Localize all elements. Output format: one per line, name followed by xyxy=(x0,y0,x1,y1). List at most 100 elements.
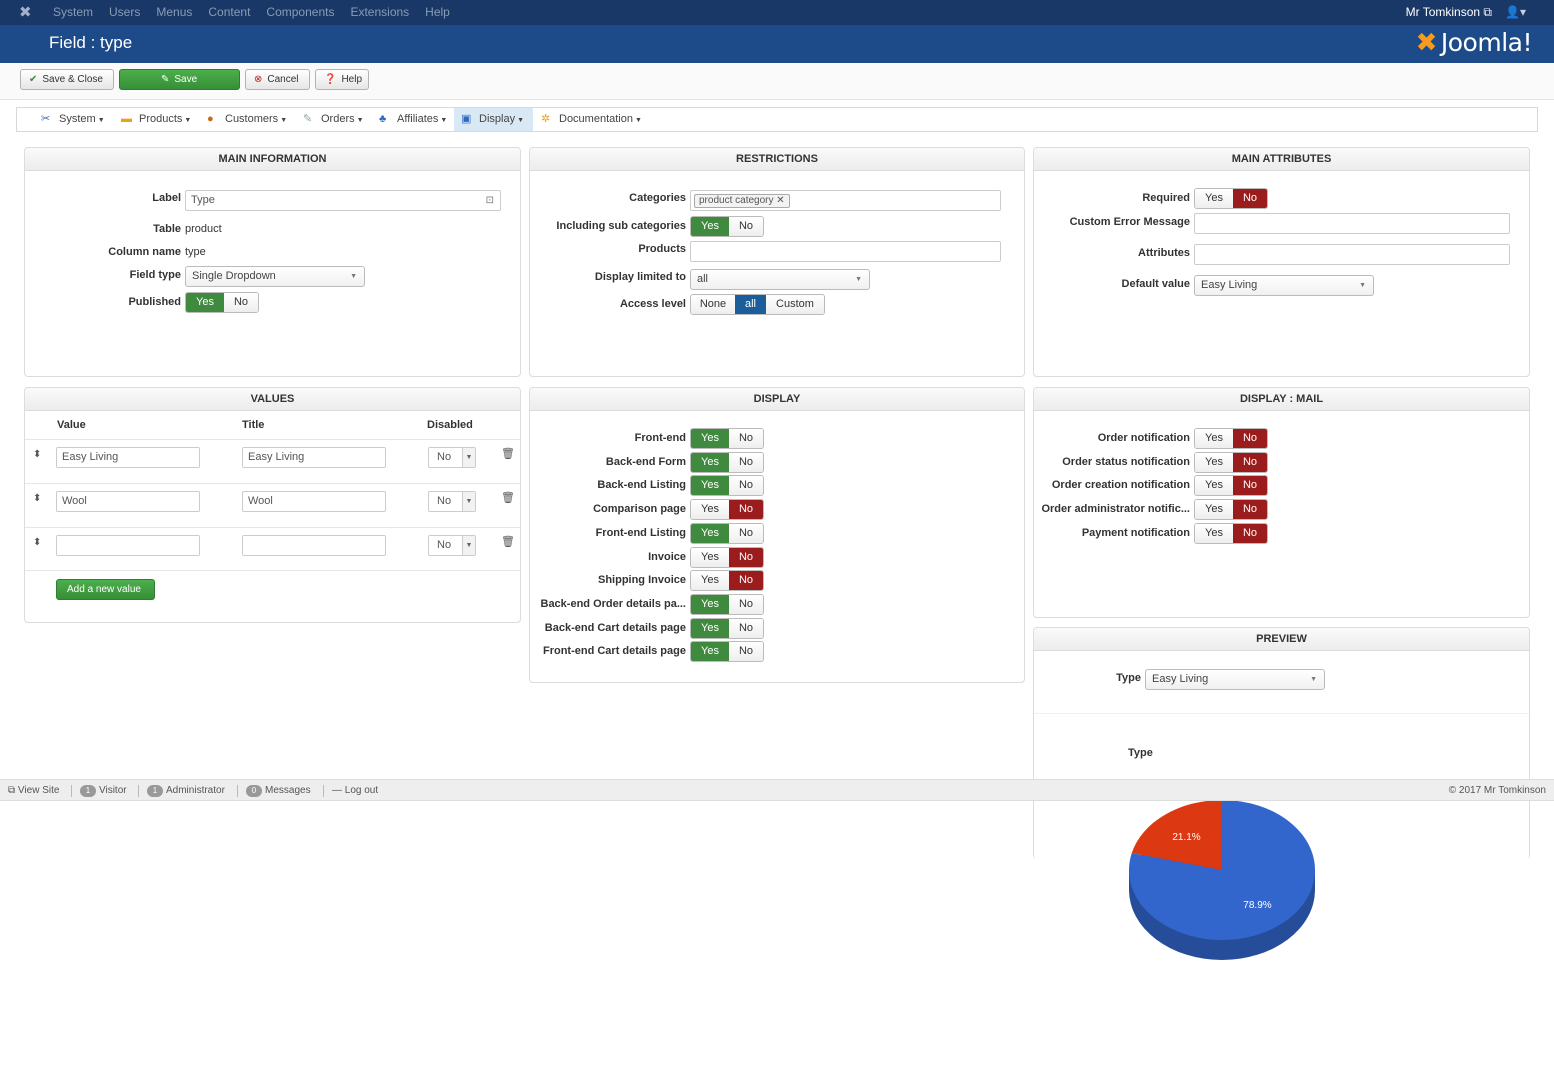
display-option-no[interactable]: No xyxy=(729,500,763,520)
menu-content[interactable]: Content xyxy=(208,5,251,19)
value-input[interactable] xyxy=(56,535,200,556)
published-toggle[interactable]: Yes No xyxy=(185,292,259,313)
label-input[interactable]: Type ⊡ xyxy=(185,190,501,211)
display-option-toggle[interactable]: Yes No xyxy=(690,641,764,663)
help-button[interactable]: ❓ Help xyxy=(315,69,369,90)
attributes-input[interactable] xyxy=(1194,244,1510,265)
trash-icon[interactable]: 🗑 xyxy=(501,536,515,548)
joomla-logo-icon[interactable]: ✖ xyxy=(19,4,32,21)
menu-menus[interactable]: Menus xyxy=(156,5,193,19)
mail-option-no[interactable]: No xyxy=(1233,429,1267,448)
menu-help[interactable]: Help xyxy=(425,5,450,19)
mail-option-no[interactable]: No xyxy=(1233,452,1267,472)
menu-users[interactable]: Users xyxy=(109,5,141,19)
mail-option-toggle[interactable]: Yes No xyxy=(1194,499,1268,521)
subcategories-toggle[interactable]: Yes No xyxy=(690,216,764,237)
display-option-yes[interactable]: Yes xyxy=(691,452,729,472)
categories-input[interactable]: product category ✕ xyxy=(690,190,1001,211)
mail-option-toggle[interactable]: Yes No xyxy=(1194,451,1268,473)
mail-option-toggle[interactable]: Yes No xyxy=(1194,475,1268,497)
display-option-toggle[interactable]: Yes No xyxy=(690,570,764,592)
required-no[interactable]: No xyxy=(1233,189,1267,208)
display-option-yes[interactable]: Yes xyxy=(691,429,729,448)
mail-option-no[interactable]: No xyxy=(1233,523,1267,543)
preview-type-select[interactable]: Easy Living ▼ xyxy=(1145,669,1325,690)
mail-option-yes[interactable]: Yes xyxy=(1195,429,1233,448)
display-option-toggle[interactable]: Yes No xyxy=(690,451,764,473)
display-option-yes[interactable]: Yes xyxy=(691,571,729,591)
display-option-toggle[interactable]: Yes No xyxy=(690,475,764,497)
submenu-affiliates[interactable]: ♣ Affiliates ▼ xyxy=(379,108,447,131)
display-option-no[interactable]: No xyxy=(729,547,763,567)
title-input[interactable] xyxy=(242,535,386,556)
access-level-toggle[interactable]: None all Custom xyxy=(690,294,825,315)
disabled-select[interactable]: No ▼ xyxy=(428,491,476,512)
required-toggle[interactable]: Yes No xyxy=(1194,188,1268,209)
display-option-no[interactable]: No xyxy=(729,476,763,496)
published-yes[interactable]: Yes xyxy=(186,293,224,312)
trash-icon[interactable]: 🗑 xyxy=(501,492,515,504)
view-site-link[interactable]: ⧉ View Site xyxy=(8,784,59,798)
mail-option-toggle[interactable]: Yes No xyxy=(1194,428,1268,449)
translate-icon[interactable]: ⊡ xyxy=(485,195,494,206)
products-input[interactable] xyxy=(690,241,1001,262)
cancel-button[interactable]: ⊗ Cancel xyxy=(245,69,310,90)
display-option-toggle[interactable]: Yes No xyxy=(690,593,764,615)
trash-icon[interactable]: 🗑 xyxy=(501,448,515,460)
drag-handle-icon[interactable]: ⬍ xyxy=(33,537,42,548)
user-site-link[interactable]: Mr Tomkinson ⧉ xyxy=(1406,0,1492,25)
display-option-no[interactable]: No xyxy=(729,594,763,614)
display-option-no[interactable]: No xyxy=(729,429,763,448)
custom-error-input[interactable] xyxy=(1194,213,1510,234)
published-no[interactable]: No xyxy=(224,293,258,312)
value-input[interactable]: Easy Living xyxy=(56,447,200,468)
submenu-display[interactable]: ▣ Display ▼ xyxy=(454,108,533,131)
save-close-button[interactable]: ✔ Save & Close xyxy=(20,69,114,90)
submenu-system[interactable]: ✂ System ▼ xyxy=(41,108,105,131)
title-input[interactable]: Easy Living xyxy=(242,447,386,468)
disabled-select[interactable]: No ▼ xyxy=(428,535,476,556)
submenu-orders[interactable]: ✎ Orders ▼ xyxy=(303,108,364,131)
add-new-value-button[interactable]: Add a new value xyxy=(56,579,155,600)
access-custom[interactable]: Custom xyxy=(766,295,824,314)
mail-option-no[interactable]: No xyxy=(1233,500,1267,520)
display-option-toggle[interactable]: Yes No xyxy=(690,499,764,521)
pie-slice[interactable] xyxy=(1131,800,1222,870)
access-none[interactable]: None xyxy=(691,295,735,314)
display-option-yes[interactable]: Yes xyxy=(691,476,729,496)
subcategories-yes[interactable]: Yes xyxy=(691,217,729,236)
display-option-no[interactable]: No xyxy=(729,452,763,472)
submenu-products[interactable]: ▬ Products ▼ xyxy=(121,108,191,131)
subcategories-no[interactable]: No xyxy=(729,217,763,236)
mail-option-toggle[interactable]: Yes No xyxy=(1194,522,1268,544)
display-option-yes[interactable]: Yes xyxy=(691,642,729,662)
display-option-yes[interactable]: Yes xyxy=(691,547,729,567)
logout-link[interactable]: — Log out xyxy=(332,784,378,798)
display-option-no[interactable]: No xyxy=(729,523,763,543)
field-type-select[interactable]: Single Dropdown ▼ xyxy=(185,266,365,287)
display-limited-select[interactable]: all ▼ xyxy=(690,269,870,290)
mail-option-yes[interactable]: Yes xyxy=(1195,452,1233,472)
display-option-yes[interactable]: Yes xyxy=(691,500,729,520)
value-input[interactable]: Wool xyxy=(56,491,200,512)
messages-status[interactable]: 0 Messages xyxy=(246,784,311,798)
access-all[interactable]: all xyxy=(735,295,766,314)
menu-components[interactable]: Components xyxy=(266,5,335,19)
display-option-toggle[interactable]: Yes No xyxy=(690,617,764,639)
display-option-yes[interactable]: Yes xyxy=(691,618,729,638)
mail-option-yes[interactable]: Yes xyxy=(1195,523,1233,543)
submenu-customers[interactable]: ● Customers ▼ xyxy=(207,108,287,131)
required-yes[interactable]: Yes xyxy=(1195,189,1233,208)
disabled-select[interactable]: No ▼ xyxy=(428,447,476,468)
mail-option-yes[interactable]: Yes xyxy=(1195,500,1233,520)
visitor-status[interactable]: 1 Visitor xyxy=(80,784,127,798)
display-option-toggle[interactable]: Yes No xyxy=(690,428,764,449)
display-option-toggle[interactable]: Yes No xyxy=(690,522,764,544)
user-menu-icon[interactable]: 👤▾ xyxy=(1505,5,1526,19)
menu-extensions[interactable]: Extensions xyxy=(350,5,410,19)
mail-option-no[interactable]: No xyxy=(1233,476,1267,496)
display-option-no[interactable]: No xyxy=(729,642,763,662)
admin-status[interactable]: 1 Administrator xyxy=(147,784,225,798)
drag-handle-icon[interactable]: ⬍ xyxy=(33,493,42,504)
display-option-yes[interactable]: Yes xyxy=(691,594,729,614)
